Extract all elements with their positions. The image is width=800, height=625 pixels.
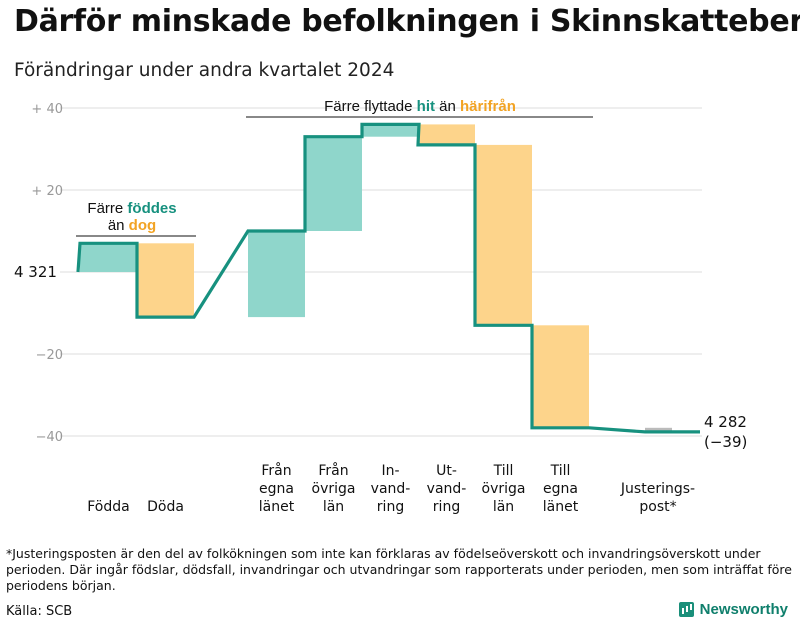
category-label: Från övriga län — [312, 462, 356, 515]
bar — [532, 325, 589, 428]
brand-name: Newsworthy — [699, 601, 788, 618]
start-value-label: 4 321 — [14, 263, 57, 281]
category-label: In-vand-ring — [371, 463, 411, 515]
bar — [80, 243, 137, 272]
births-deaths-annotation-line2: än dog — [108, 217, 156, 234]
category-label: Födda — [87, 499, 129, 515]
bar — [137, 243, 194, 318]
brand-logo: Newsworthy — [678, 601, 788, 618]
bar — [305, 136, 362, 231]
migration-annotation: Färre flyttade hit än härifrån — [324, 98, 516, 115]
bar-layer — [80, 124, 672, 432]
bar — [248, 231, 305, 318]
grid-layer — [60, 107, 702, 437]
y-tick-label: + 20 — [31, 184, 63, 199]
chart-title: Därför minskade befolkningen i Skinnskat… — [14, 4, 800, 39]
source-label: Källa: SCB — [6, 604, 73, 619]
y-tick-label: −20 — [36, 348, 63, 363]
end-change-label: (−39) — [704, 433, 747, 451]
y-tick-label: −40 — [36, 430, 63, 445]
newsworthy-logo-icon — [678, 602, 694, 617]
waterfall-chart: + 40 + 20 −20 −40 4 321 4 282 (−39) Födda Döda Fr… — [14, 98, 747, 515]
line-layer — [76, 122, 700, 434]
bar — [645, 427, 672, 432]
bar — [418, 124, 475, 145]
births-deaths-annotation-line1: Färre föddes — [87, 200, 176, 217]
category-label: Från egna länet — [259, 462, 295, 515]
category-label: Ut-vand-ring — [427, 463, 467, 515]
y-tick-label: + 40 — [31, 102, 63, 117]
footnote: *Justeringsposten är den del av folkökni… — [6, 546, 792, 593]
population-step-line — [76, 122, 700, 434]
category-label: Till egna länet — [543, 463, 579, 515]
end-value-label: 4 282 — [704, 413, 747, 431]
chart-subtitle: Förändringar under andra kvartalet 2024 — [14, 60, 395, 81]
bar — [362, 124, 419, 137]
category-label: Döda — [147, 499, 184, 515]
category-label: Till övriga län — [482, 463, 526, 515]
category-label: Justerings-post* — [620, 481, 695, 515]
bar — [475, 144, 532, 326]
label-layer: + 40 + 20 −20 −40 4 321 4 282 (−39) Födda Döda Fr… — [14, 102, 747, 515]
